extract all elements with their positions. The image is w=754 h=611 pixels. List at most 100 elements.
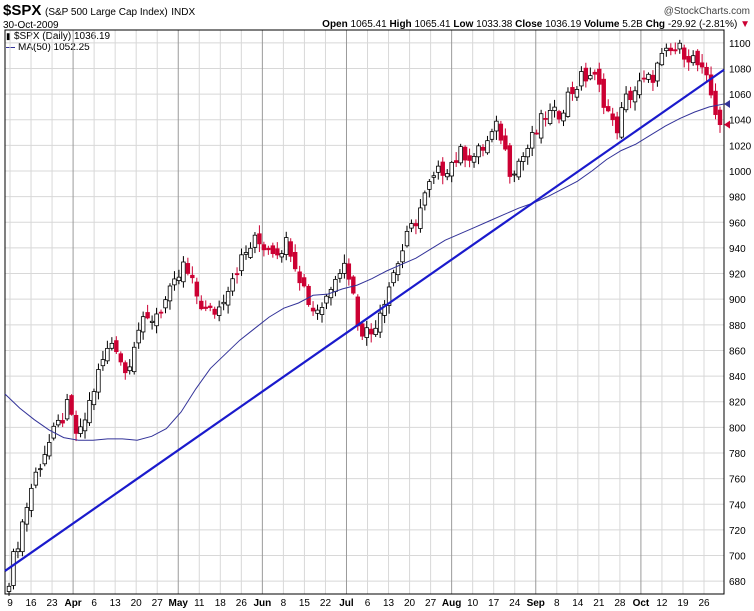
candle-body <box>279 253 284 258</box>
candle <box>11 548 16 590</box>
candle <box>100 350 106 371</box>
candle-body <box>324 295 329 304</box>
candle <box>140 311 146 340</box>
candle-body <box>292 251 298 270</box>
y-tick-label: 760 <box>729 475 746 486</box>
candle-body <box>713 90 718 115</box>
x-tick-label: 26 <box>236 598 248 609</box>
candle <box>194 277 200 305</box>
plot-frame <box>4 29 725 595</box>
candle-body <box>610 113 615 121</box>
candle-body <box>24 507 30 525</box>
ma-last-marker <box>724 100 730 109</box>
candle <box>109 337 115 351</box>
candle <box>91 388 97 411</box>
candle-body <box>114 340 119 353</box>
candle-body <box>436 165 441 173</box>
candle-body <box>239 254 244 272</box>
x-tick-label: 20 <box>404 598 416 609</box>
candle-body <box>704 66 709 76</box>
candle <box>489 128 495 143</box>
candle-body <box>476 145 481 158</box>
candle-body <box>47 442 52 457</box>
candle <box>413 219 419 235</box>
candle <box>20 519 25 557</box>
candle-body <box>149 320 155 323</box>
candle <box>485 135 490 155</box>
x-tick-label: 11 <box>194 598 205 609</box>
candle <box>82 412 88 439</box>
candle <box>239 248 244 276</box>
candle-body <box>677 42 682 50</box>
candle <box>570 81 575 101</box>
ma50-line <box>4 103 725 441</box>
candle-body <box>453 160 459 163</box>
candle <box>682 44 687 68</box>
x-tick-label: May <box>169 598 189 609</box>
candle <box>606 99 611 113</box>
candle-body <box>538 113 544 139</box>
candle <box>127 359 132 375</box>
candle <box>73 410 79 442</box>
candle-body <box>91 391 97 406</box>
candle-body <box>234 273 240 276</box>
candle-body <box>565 91 571 117</box>
candle <box>261 241 267 257</box>
x-tick-label: 14 <box>572 598 584 609</box>
candle-body <box>395 263 401 276</box>
candle <box>96 363 101 400</box>
candle <box>619 102 624 139</box>
candle <box>395 261 401 282</box>
candle <box>292 244 298 272</box>
x-tick-label: 15 <box>299 598 311 609</box>
candle <box>480 144 486 157</box>
candle-body <box>717 109 723 126</box>
candle <box>529 125 535 157</box>
candle-body <box>87 400 92 424</box>
candle <box>704 62 709 82</box>
candle-body <box>641 77 647 80</box>
candle-body <box>409 223 414 229</box>
candle <box>230 273 235 296</box>
close-label: Close <box>515 19 543 30</box>
candle <box>351 275 356 295</box>
candlestick-icon: ▮ <box>6 31 11 41</box>
candle-body <box>467 155 472 161</box>
candle-body <box>221 301 226 305</box>
candle-body <box>64 399 70 420</box>
close-value: 1036.19 <box>545 19 582 30</box>
candle <box>203 300 208 312</box>
candle <box>453 152 459 167</box>
candle <box>319 302 325 323</box>
legend-price: ▮ $SPX (Daily) 1036.19 <box>6 31 110 42</box>
x-tick-label: 8 <box>281 598 287 609</box>
candle-body <box>181 261 186 283</box>
candle-body <box>440 161 445 176</box>
candle <box>225 286 231 314</box>
candle-body <box>690 55 696 64</box>
candle-body <box>333 278 338 292</box>
x-tick-label: 16 <box>25 598 37 609</box>
candle-body <box>507 145 513 177</box>
y-tick-label: 1000 <box>729 167 752 178</box>
y-tick-label: 1100 <box>729 39 751 50</box>
candle <box>673 42 678 55</box>
candle-body <box>315 309 320 314</box>
candle <box>181 256 186 288</box>
candle <box>641 70 647 83</box>
candle <box>458 143 463 166</box>
candle-body <box>391 272 396 284</box>
candle-body <box>570 87 575 95</box>
candle-body <box>480 146 486 151</box>
x-tick-label: 8 <box>554 598 560 609</box>
candle <box>29 483 34 518</box>
candle <box>360 322 365 341</box>
candle <box>284 231 289 261</box>
candle <box>391 269 396 287</box>
candle-body <box>132 346 137 373</box>
candle-body <box>637 80 642 96</box>
volume-value: 5.2B <box>622 19 643 30</box>
candle <box>574 86 580 101</box>
candle <box>552 99 557 118</box>
candle-body <box>351 276 356 294</box>
